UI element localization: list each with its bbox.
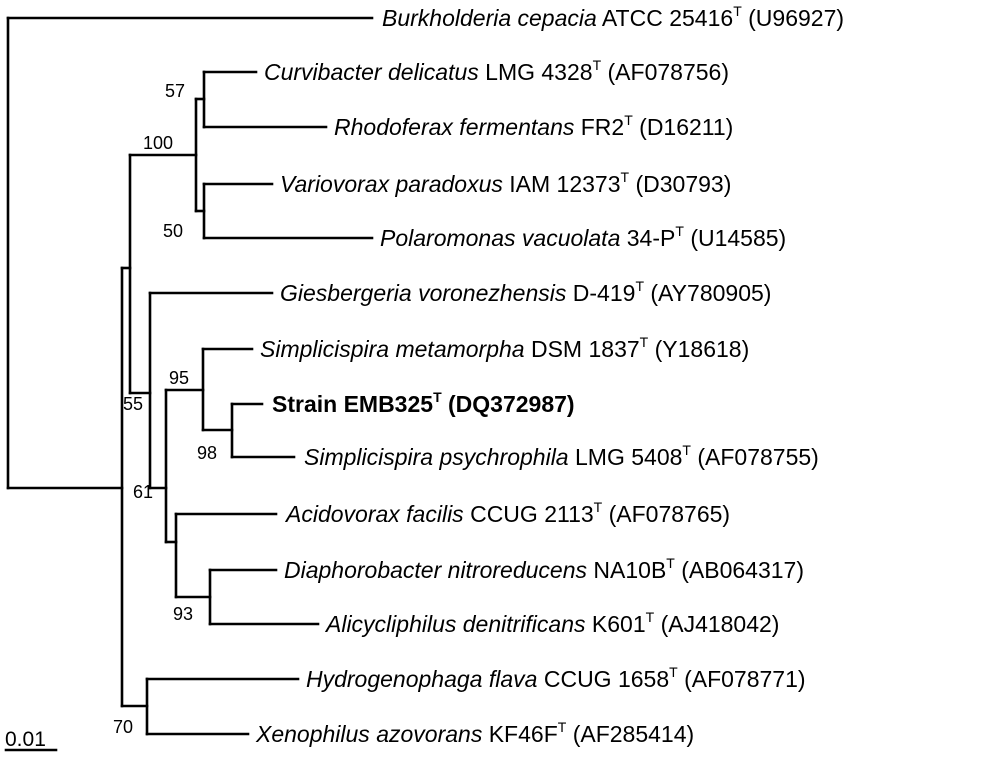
bootstrap-giesbergeria-clade: 55 xyxy=(123,394,143,414)
taxon-label-diaphorobacter: Diaphorobacter nitroreducens NA10BT (AB0… xyxy=(284,555,804,583)
bootstrap-variovorax-polaromonas: 50 xyxy=(163,221,183,241)
tree-branches xyxy=(4,16,374,752)
taxon-labels: Burkholderia cepacia ATCC 25416T (U96927… xyxy=(255,3,844,747)
taxon-label-curvibacter: Curvibacter delicatus LMG 4328T (AF07875… xyxy=(264,57,729,85)
taxon-label-simplicispira-metamorpha: Simplicispira metamorpha DSM 1837T (Y186… xyxy=(260,334,749,362)
taxon-label-giesbergeria: Giesbergeria voronezhensis D-419T (AY780… xyxy=(280,278,771,306)
taxon-label-burkholderia: Burkholderia cepacia ATCC 25416T (U96927… xyxy=(382,3,844,31)
taxon-label-xenophilus: Xenophilus azovorans KF46FT (AF285414) xyxy=(255,719,694,747)
bootstrap-curvibacter-rhodoferax: 57 xyxy=(165,81,185,101)
taxon-label-acidovorax: Acidovorax facilis CCUG 2113T (AF078765) xyxy=(284,499,730,527)
scale-bar-label: 0.01 xyxy=(5,728,46,751)
taxon-label-emb325: Strain EMB325T (DQ372987) xyxy=(272,389,575,417)
taxon-label-rhodoferax: Rhodoferax fermentans FR2T (D16211) xyxy=(334,112,733,140)
bootstrap-emb325-psychrophila: 98 xyxy=(197,443,217,463)
taxon-label-polaromonas: Polaromonas vacuolata 34-PT (U14585) xyxy=(380,223,786,251)
bootstrap-acidovorax-clade: 61 xyxy=(133,482,153,502)
taxon-label-alicycliphilus: Alicycliphilus denitrificans K601T (AJ41… xyxy=(324,609,779,637)
taxon-label-variovorax: Variovorax paradoxus IAM 12373T (D30793) xyxy=(280,169,731,197)
bootstrap-diaphorobacter-alicycliphilus: 93 xyxy=(173,604,193,624)
taxon-label-hydrogenophaga: Hydrogenophaga flava CCUG 1658T (AF07877… xyxy=(306,664,806,692)
bootstrap-values: 57 100 50 95 55 98 61 93 70 xyxy=(113,81,217,737)
taxon-label-simplicispira-psychrophila: Simplicispira psychrophila LMG 5408T (AF… xyxy=(304,442,819,470)
bootstrap-hydrogenophaga-xenophilus: 70 xyxy=(113,717,133,737)
bootstrap-simplicispira-clade: 95 xyxy=(169,368,189,388)
bootstrap-core-clade: 100 xyxy=(143,133,173,153)
